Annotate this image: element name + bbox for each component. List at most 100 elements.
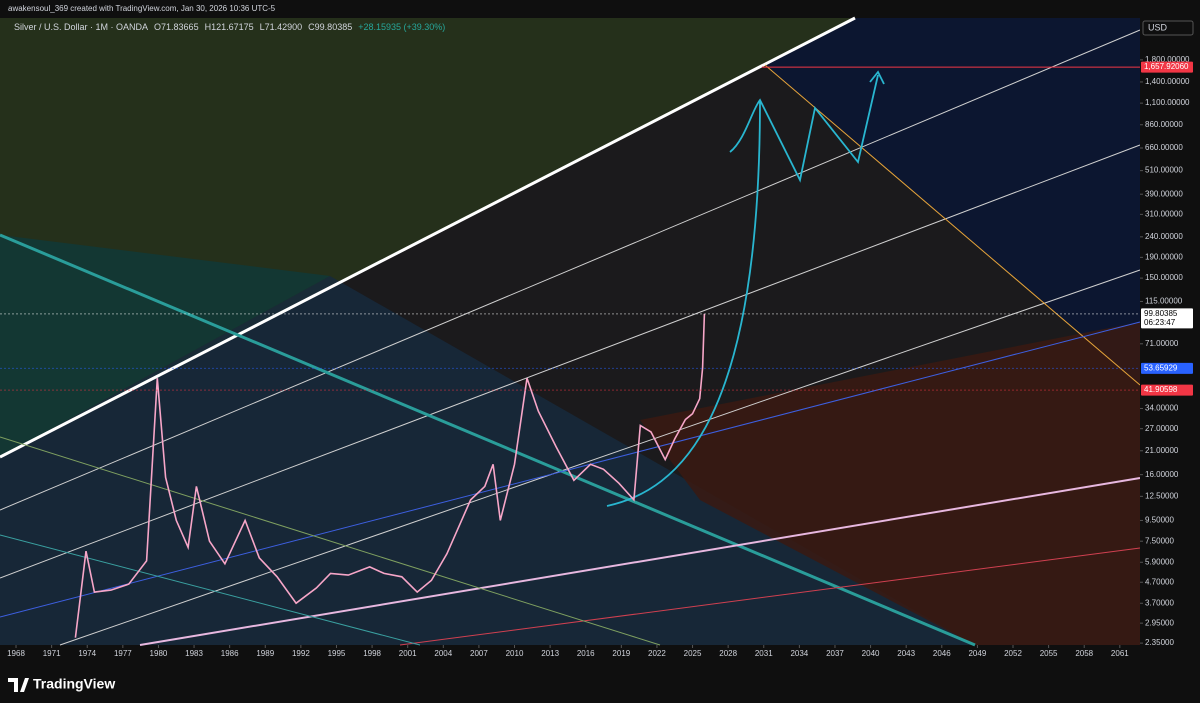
trendline — [0, 233, 976, 647]
y-tick-label: 34.00000 — [1145, 404, 1179, 413]
x-tick-label: 1992 — [292, 649, 310, 658]
y-tick-label: 7.50000 — [1145, 536, 1174, 545]
x-tick-label: 2040 — [862, 649, 880, 658]
y-tick-label: 115.00000 — [1145, 297, 1183, 306]
x-tick-label: 2004 — [434, 649, 452, 658]
x-tick-label: 1971 — [43, 649, 61, 658]
footer — [0, 665, 1200, 703]
x-tick-label: 1980 — [150, 649, 168, 658]
x-tick-label: 2037 — [826, 649, 844, 658]
price-badge-label: 41.90598 — [1144, 385, 1178, 394]
y-tick-label: 240.00000 — [1145, 232, 1183, 241]
y-tick-label: 190.00000 — [1145, 252, 1183, 261]
y-tick-label: 71.00000 — [1145, 339, 1179, 348]
x-tick-label: 2058 — [1075, 649, 1093, 658]
x-tick-label: 2007 — [470, 649, 488, 658]
legend: Silver / U.S. Dollar · 1M · OANDA O71.836… — [14, 22, 445, 32]
x-tick-label: 1986 — [221, 649, 239, 658]
trendline — [764, 64, 1141, 386]
y-tick-label: 27.00000 — [1145, 424, 1179, 433]
y-tick-label: 12.50000 — [1145, 491, 1179, 500]
x-tick-label: 2010 — [506, 649, 524, 658]
price-badge-label: 53.65929 — [1144, 363, 1178, 372]
attribution: awakensoul_369 created with TradingView.… — [8, 4, 276, 13]
x-tick-label: 2046 — [933, 649, 951, 658]
trendline — [0, 534, 421, 646]
y-tick-label: 5.90000 — [1145, 557, 1174, 566]
projection-drawing — [606, 70, 885, 507]
y-tick-label: 21.00000 — [1145, 446, 1179, 455]
x-tick-label: 2022 — [648, 649, 666, 658]
zone-blue — [0, 276, 975, 645]
price-badge — [1141, 362, 1193, 374]
y-tick-label: 660.00000 — [1145, 143, 1183, 152]
legend-item: C99.80385 — [308, 22, 352, 32]
price-badge-label: 99.80385 — [1144, 309, 1178, 318]
logo-icon — [8, 678, 29, 692]
price-line — [74, 313, 706, 638]
y-tick-label: 1,400.00000 — [1145, 77, 1190, 86]
x-tick-label: 2034 — [790, 649, 808, 658]
channel-line — [0, 144, 1141, 579]
x-tick-label: 1977 — [114, 649, 132, 658]
price-badge — [1141, 308, 1193, 329]
x-tick-label: 2055 — [1040, 649, 1058, 658]
y-axis-bg — [1140, 18, 1200, 665]
trendline — [0, 321, 1141, 618]
price-badge-sublabel: 06:23:47 — [1144, 318, 1176, 327]
x-tick-label: 2019 — [612, 649, 630, 658]
currency-box — [1142, 20, 1194, 36]
x-tick-label: 2016 — [577, 649, 595, 658]
y-tick-label: 310.00000 — [1145, 209, 1183, 218]
trendline — [139, 477, 1141, 646]
x-tick-label: 2001 — [399, 649, 417, 658]
y-tick-label: 150.00000 — [1145, 273, 1183, 282]
y-tick-label: 510.00000 — [1145, 166, 1183, 175]
x-tick-label: 1968 — [7, 649, 25, 658]
x-tick-label: 1983 — [185, 649, 203, 658]
legend-item: +28.15935 (+39.30%) — [358, 22, 445, 32]
x-tick-label: 2013 — [541, 649, 559, 658]
x-tick-label: 2025 — [684, 649, 702, 658]
currency: USD — [1148, 22, 1168, 32]
zone-teal — [0, 235, 330, 457]
zone-navy — [765, 18, 1140, 385]
x-tick-label: 1995 — [328, 649, 346, 658]
y-tick-label: 4.70000 — [1145, 577, 1174, 586]
x-tick-label: 2061 — [1111, 649, 1129, 658]
x-tick-label: 2052 — [1004, 649, 1022, 658]
plot-area — [0, 16, 1141, 647]
y-tick-label: 1,800.00000 — [1145, 55, 1190, 64]
y-tick-label: 2.95000 — [1145, 618, 1174, 627]
x-tick-label: 2031 — [755, 649, 773, 658]
x-tick-label: 2028 — [719, 649, 737, 658]
trendline — [0, 436, 661, 646]
y-tick-label: 2.35000 — [1145, 638, 1174, 647]
x-tick-label: 2049 — [968, 649, 986, 658]
trendline — [399, 547, 1141, 646]
channel-line — [0, 29, 1141, 511]
channel-line — [59, 269, 1141, 646]
y-tick-label: 9.50000 — [1145, 516, 1174, 525]
price-badge — [1141, 384, 1193, 396]
brand[interactable]: TradingView — [33, 676, 115, 692]
x-tick-label: 1989 — [256, 649, 274, 658]
y-tick-label: 390.00000 — [1145, 189, 1183, 198]
price-badge-label: 1,657.92060 — [1144, 62, 1189, 71]
x-tick-label: 1974 — [78, 649, 96, 658]
y-tick-label: 1,100.00000 — [1145, 98, 1190, 107]
price-badge — [1141, 61, 1193, 73]
trendline — [0, 16, 856, 459]
legend-item: H121.67175 — [205, 22, 254, 32]
y-tick-label: 860.00000 — [1145, 120, 1183, 129]
y-tick-label: 16.00000 — [1145, 470, 1179, 479]
y-tick-label: 3.70000 — [1145, 598, 1174, 607]
axes: USD — [1140, 18, 1200, 665]
legend-item: L71.42900 — [260, 22, 303, 32]
x-tick-label: 2043 — [897, 649, 915, 658]
legend-item: Silver / U.S. Dollar · 1M · OANDA — [14, 22, 148, 32]
x-tick-label: 1998 — [363, 649, 381, 658]
legend-item: O71.83665 — [154, 22, 199, 32]
